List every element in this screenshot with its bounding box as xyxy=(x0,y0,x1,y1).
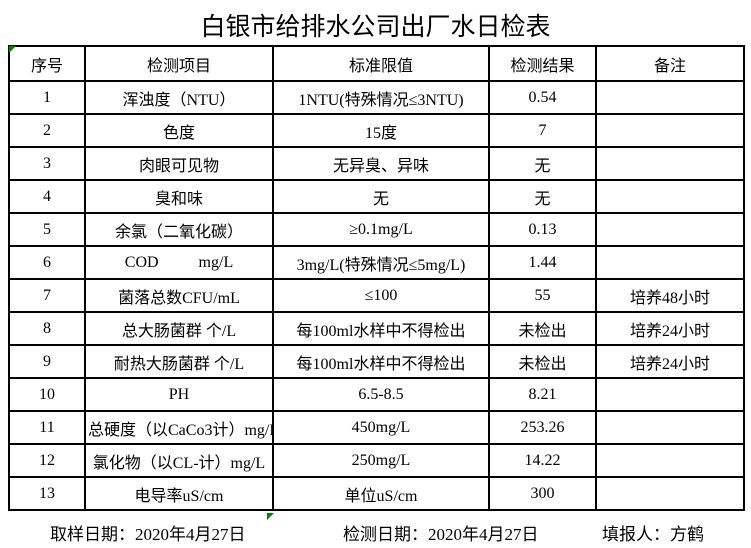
cell-note: 培养48小时 xyxy=(595,278,745,313)
header-cell-result: 检测结果 xyxy=(488,45,597,82)
cell-no: 2 xyxy=(8,113,86,148)
footer-line: 取样日期：2020年4月27日 检测日期：2020年4月27日 填报人：方鹤 xyxy=(0,519,751,545)
cell-note xyxy=(595,443,745,478)
cell-result: 7 xyxy=(488,113,597,148)
cell-limit: 450mg/L xyxy=(272,410,490,445)
cell-no: 1 xyxy=(8,80,86,115)
reporter-value: 方鹤 xyxy=(670,525,704,544)
cell-item: 耐热大肠菌群 个/L xyxy=(84,344,274,379)
cell-no: 9 xyxy=(8,344,86,379)
sample-date-value: 2020年4月27日 xyxy=(135,525,246,544)
cell-limit: 每100ml水样中不得检出 xyxy=(272,344,490,379)
cell-limit: 无 xyxy=(272,179,490,214)
cell-note xyxy=(595,245,745,280)
cell-note: 培养24小时 xyxy=(595,344,745,379)
cell-note: 培养24小时 xyxy=(595,311,745,346)
table-row: 8 总大肠菌群 个/L 每100ml水样中不得检出 未检出 培养24小时 xyxy=(8,311,745,346)
cell-result: 无 xyxy=(488,179,597,214)
header-cell-note: 备注 xyxy=(595,45,745,82)
cell-no: 8 xyxy=(8,311,86,346)
cell-item: 总大肠菌群 个/L xyxy=(84,311,274,346)
header-cell-index: 序号 xyxy=(8,45,86,82)
cell-flag-marker-icon xyxy=(267,513,274,520)
cell-item: PH xyxy=(84,377,274,412)
header-cell-item: 检测项目 xyxy=(84,45,274,82)
cell-note xyxy=(595,212,745,247)
cell-item: 色度 xyxy=(84,113,274,148)
cell-item: 电导率uS/cm xyxy=(84,476,274,511)
test-date-label: 检测日期： xyxy=(343,525,428,544)
cell-limit: ≥0.1mg/L xyxy=(272,212,490,247)
cell-item: 臭和味 xyxy=(84,179,274,214)
cell-result: 无 xyxy=(488,146,597,181)
cell-item: 肉眼可见物 xyxy=(84,146,274,181)
cell-item: 总硬度（以CaCo3计）mg/L xyxy=(84,410,274,445)
reporter-label: 填报人： xyxy=(602,525,670,544)
cell-result: 1.44 xyxy=(488,245,597,280)
page-title: 白银市给排水公司出厂水日检表 xyxy=(200,14,551,41)
cell-result: 0.13 xyxy=(488,212,597,247)
cell-note xyxy=(595,476,745,511)
cell-item: 氯化物（以CL-计）mg/L xyxy=(84,443,274,478)
cell-no: 13 xyxy=(8,476,86,511)
daily-check-table: 序号 检测项目 标准限值 检测结果 备注 1 浑浊度（NTU） 1NTU(特殊情… xyxy=(8,45,745,511)
cell-result: 55 xyxy=(488,278,597,313)
sheet-corner-marker-icon xyxy=(9,46,16,53)
table-row: 9 耐热大肠菌群 个/L 每100ml水样中不得检出 未检出 培养24小时 xyxy=(8,344,745,379)
table-row: 2 色度 15度 7 xyxy=(8,113,745,148)
cell-limit: 3mg/L(特殊情况≤5mg/L) xyxy=(272,245,490,280)
table-row: 13 电导率uS/cm 单位uS/cm 300 xyxy=(8,476,745,511)
table-row: 6 COD mg/L 3mg/L(特殊情况≤5mg/L) 1.44 xyxy=(8,245,745,280)
sample-date-field: 取样日期：2020年4月27日 xyxy=(50,520,246,545)
cell-limit: 每100ml水样中不得检出 xyxy=(272,311,490,346)
sample-date-label: 取样日期： xyxy=(50,525,135,544)
cell-no: 5 xyxy=(8,212,86,247)
table-row: 4 臭和味 无 无 xyxy=(8,179,745,214)
table-row: 3 肉眼可见物 无异臭、异味 无 xyxy=(8,146,745,181)
cell-result: 8.21 xyxy=(488,377,597,412)
cell-result: 300 xyxy=(488,476,597,511)
table-row: 11 总硬度（以CaCo3计）mg/L 450mg/L 253.26 xyxy=(8,410,745,445)
cell-note xyxy=(595,146,745,181)
cell-item: 浑浊度（NTU） xyxy=(84,80,274,115)
cell-note xyxy=(595,179,745,214)
cell-item: COD mg/L xyxy=(84,245,274,280)
table-row: 7 菌落总数CFU/mL ≤100 55 培养48小时 xyxy=(8,278,745,313)
cell-no: 12 xyxy=(8,443,86,478)
cell-note xyxy=(595,80,745,115)
cell-no: 11 xyxy=(8,410,86,445)
table-row: 1 浑浊度（NTU） 1NTU(特殊情况≤3NTU) 0.54 xyxy=(8,80,745,115)
cell-no: 6 xyxy=(8,245,86,280)
cell-limit: 无异臭、异味 xyxy=(272,146,490,181)
cell-limit: 250mg/L xyxy=(272,443,490,478)
cell-result: 未检出 xyxy=(488,344,597,379)
cell-no: 7 xyxy=(8,278,86,313)
cell-no: 10 xyxy=(8,377,86,412)
cell-limit: 1NTU(特殊情况≤3NTU) xyxy=(272,80,490,115)
cell-note xyxy=(595,377,745,412)
cell-result: 未检出 xyxy=(488,311,597,346)
header-cell-limit: 标准限值 xyxy=(272,45,490,82)
table-row: 10 PH 6.5-8.5 8.21 xyxy=(8,377,745,412)
cell-note xyxy=(595,113,745,148)
cell-result: 0.54 xyxy=(488,80,597,115)
test-date-value: 2020年4月27日 xyxy=(428,525,539,544)
reporter-field: 填报人：方鹤 xyxy=(602,520,704,545)
cell-limit: ≤100 xyxy=(272,278,490,313)
cell-limit: 15度 xyxy=(272,113,490,148)
cell-limit: 6.5-8.5 xyxy=(272,377,490,412)
cell-note xyxy=(595,410,745,445)
cell-item: 菌落总数CFU/mL xyxy=(84,278,274,313)
cell-result: 14.22 xyxy=(488,443,597,478)
cell-limit: 单位uS/cm xyxy=(272,476,490,511)
cell-no: 3 xyxy=(8,146,86,181)
table-row: 5 余氯（二氧化碳） ≥0.1mg/L 0.13 xyxy=(8,212,745,247)
table-header-row: 序号 检测项目 标准限值 检测结果 备注 xyxy=(8,45,745,82)
cell-result: 253.26 xyxy=(488,410,597,445)
table-row: 12 氯化物（以CL-计）mg/L 250mg/L 14.22 xyxy=(8,443,745,478)
test-date-field: 检测日期：2020年4月27日 xyxy=(343,520,539,545)
cell-no: 4 xyxy=(8,179,86,214)
cell-item: 余氯（二氧化碳） xyxy=(84,212,274,247)
